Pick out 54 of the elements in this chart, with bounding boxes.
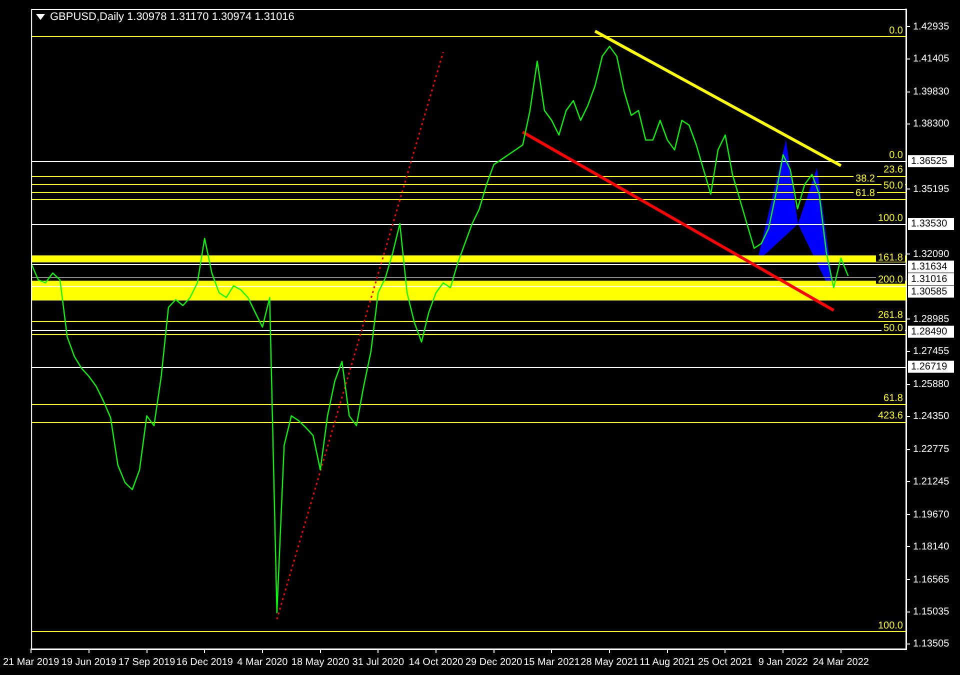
x-tick-label: 31 Jul 2020 — [352, 656, 404, 668]
annotation: 200.0 — [878, 274, 904, 286]
annotation: 50.0 — [884, 323, 904, 334]
annotation: 100.0 — [878, 212, 904, 224]
y-tick-label: 1.27455 — [913, 346, 950, 358]
y-tick-label: 1.32090 — [913, 248, 950, 260]
y-tick-label: 1.16565 — [913, 574, 950, 586]
annotation: 38.2 — [856, 173, 876, 184]
annotation: 61.8 — [856, 188, 876, 199]
y-tick-label: 1.41405 — [913, 54, 950, 65]
y-tick-label: 1.22775 — [913, 444, 950, 456]
x-tick-label: 15 Mar 2021 — [524, 656, 580, 668]
annotation: 100.0 — [878, 620, 904, 632]
ref-line-label: 1.36525 — [911, 156, 948, 167]
y-tick-label: 1.39830 — [913, 86, 950, 98]
y-tick-label: 1.28985 — [913, 314, 950, 325]
x-tick-label: 17 Sep 2019 — [118, 656, 176, 668]
y-tick-label: 1.42935 — [913, 21, 950, 32]
y-tick-label: 1.24350 — [913, 411, 950, 422]
x-tick-label: 18 May 2020 — [291, 656, 350, 668]
annotation: 50.0 — [884, 180, 904, 192]
y-tick-label: 1.21245 — [913, 476, 950, 488]
annotation: 61.8 — [884, 393, 904, 404]
y-tick-label: 1.35195 — [913, 184, 950, 195]
x-tick-label: 14 Oct 2020 — [408, 656, 464, 668]
annotation: 261.8 — [878, 310, 904, 322]
x-tick-label: 21 Mar 2019 — [2, 656, 60, 668]
annotation: 0.0 — [889, 25, 904, 36]
annotation: 161.8 — [878, 252, 904, 264]
ref-line-label: 1.30585 — [911, 286, 948, 298]
ref-line-label: 1.31634 — [911, 261, 948, 272]
y-tick-label: 1.25880 — [913, 379, 950, 390]
x-tick-label: 25 Oct 2021 — [698, 656, 753, 668]
y-tick-label: 1.15035 — [913, 606, 950, 618]
y-tick-label: 1.13505 — [913, 638, 950, 650]
x-tick-label: 9 Jan 2022 — [758, 656, 808, 668]
x-tick-label: 16 Dec 2019 — [176, 656, 234, 668]
y-tick-label: 1.38300 — [913, 118, 950, 130]
y-tick-label: 1.19670 — [913, 509, 950, 520]
ref-line-label: 1.33530 — [911, 218, 948, 230]
annotation: 423.6 — [878, 410, 904, 422]
x-tick-label: 29 Dec 2020 — [465, 656, 523, 668]
x-tick-label: 28 May 2021 — [580, 656, 639, 668]
x-tick-label: 4 Mar 2020 — [237, 656, 288, 668]
annotation: 23.6 — [884, 164, 904, 176]
x-tick-label: 19 Jun 2019 — [61, 656, 117, 668]
ref-line-label: 1.28490 — [911, 326, 948, 338]
chart-title: GBPUSD,Daily 1.30978 1.31170 1.30974 1.31016 — [50, 11, 294, 23]
ref-line-label: 1.31016 — [911, 274, 948, 285]
y-tick-label: 1.18140 — [913, 541, 950, 552]
x-tick-label: 24 Mar 2022 — [812, 656, 870, 668]
annotation: 0.0 — [889, 150, 904, 162]
x-tick-label: 11 Aug 2021 — [640, 656, 696, 668]
ref-line-label: 1.26719 — [911, 362, 948, 373]
